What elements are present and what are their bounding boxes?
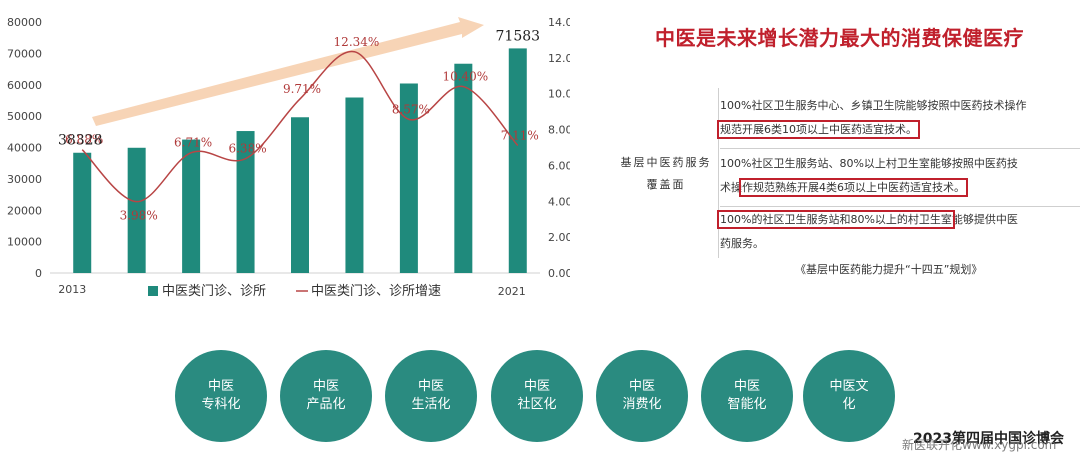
value-label-last: 71583 (496, 28, 541, 44)
y-right-tick-label: 10.00% (548, 88, 570, 101)
policy-row-1-highlight: 规范开展6类10项以上中医药适宜技术。 (717, 120, 920, 139)
policy-caption: 《基层中医药能力提升“十四五”规划》 (795, 263, 983, 276)
y-right-tick-label: 2.00% (548, 231, 570, 244)
circle-specialization: 中医 专科化 (175, 350, 267, 442)
circle-community: 中医 社区化 (491, 350, 583, 442)
rate-label: 6.38% (228, 142, 266, 156)
legend-swatch-bar (148, 286, 158, 296)
policy-row-2-highlight: 作规范熟练开展4类6项以上中医药适宜技术。 (739, 178, 968, 197)
chart-panel: 0 10000 20000 30000 40000 50000 60000 70000 8000… (0, 0, 570, 310)
policy-row-3-tail: 能够提供中医 (951, 213, 1018, 226)
circle-line1: 中医 (207, 379, 234, 394)
legend-label-bar: 中医类门诊、诊所 (162, 284, 266, 299)
policy-row-1-text: 100%社区卫生服务中心、乡镇卫生院能够按照中医药技术操作 (720, 99, 1027, 112)
bar (345, 97, 364, 273)
bar (182, 139, 201, 273)
rate-label: 6.71% (174, 136, 212, 150)
strategy-circles: 中医 专科化 中医 产品化 中医 生活化 中医 社区化 中医 消费化 中医 智能… (175, 350, 895, 442)
circle-line1: 中医 (523, 379, 550, 394)
circle-culture: 中医文 化 (803, 350, 895, 442)
y-right-tick-label: 6.00% (548, 159, 570, 172)
policy-row-3-line2: 药服务。 (720, 237, 764, 250)
circle-line2: 社区化 (517, 397, 557, 412)
policy-table: 基层中医药服务覆盖面 100%社区卫生服务中心、乡镇卫生院能够按照中医药技术操作… (620, 88, 1080, 288)
bar (236, 131, 255, 273)
row-separator (720, 206, 1080, 207)
rate-label: 6.88% (65, 133, 103, 147)
headline: 中医是未来增长潜力最大的消费保健医疗 (655, 26, 1024, 50)
policy-row-2-text: 100%社区卫生服务站、80%以上村卫生室能够按照中医药技 (720, 157, 1018, 170)
watermark: 新医联开化www.xygpl.com (902, 438, 1057, 452)
circle-line2: 产品化 (306, 397, 346, 412)
bar (291, 117, 309, 273)
rate-label: 7.11% (501, 129, 539, 143)
x-tick-label: 2013 (58, 283, 86, 296)
circle-line1: 中医 (312, 379, 339, 394)
y-right-tick-label: 14.00% (548, 16, 570, 29)
y-left-tick-label: 0 (35, 267, 42, 280)
rate-label: 9.71% (283, 82, 321, 96)
y-left-tick-label: 60000 (7, 79, 42, 92)
circle-line1: 中医 (628, 379, 655, 394)
x-tick-label: 2021 (498, 285, 526, 298)
y-right-tick-label: 0.00% (548, 267, 570, 280)
circle-line2: 智能化 (727, 397, 767, 412)
rate-label: 8.57% (392, 102, 430, 116)
table-divider (718, 88, 719, 258)
policy-row-3: 100%的社区卫生服务站和80%以上的村卫生室能够提供中医 药服务。 (717, 208, 1076, 256)
circle-line2: 生活化 (411, 397, 451, 412)
rate-label: 12.34% (334, 35, 380, 49)
y-left-tick-label: 40000 (7, 142, 42, 155)
circle-line2: 化 (842, 397, 856, 412)
y-left-tick-label: 50000 (7, 110, 42, 123)
series-line (81, 51, 519, 203)
circle-line2: 消费化 (622, 397, 662, 412)
trend-arrow (92, 17, 484, 126)
y-left-tick-label: 20000 (7, 204, 42, 217)
policy-row-2: 100%社区卫生服务站、80%以上村卫生室能够按照中医药技 术操作规范熟练开展4… (720, 152, 1076, 200)
circle-lifestyle: 中医 生活化 (385, 350, 477, 442)
policy-row-1: 100%社区卫生服务中心、乡镇卫生院能够按照中医药技术操作 规范开展6类10项以… (717, 94, 1076, 142)
circle-line1: 中医 (733, 379, 760, 394)
circle-line1: 中医文 (829, 379, 869, 394)
y-right-tick-label: 12.00% (548, 52, 570, 65)
y-left-tick-label: 70000 (7, 47, 42, 60)
circle-intelligence: 中医 智能化 (701, 350, 793, 442)
combo-chart: 0 10000 20000 30000 40000 50000 60000 70000 8000… (7, 16, 570, 299)
bar (399, 83, 418, 274)
bar (454, 63, 473, 274)
circle-line2: 专科化 (201, 397, 241, 412)
bar (127, 147, 146, 273)
y-left-tick-label: 10000 (7, 236, 42, 249)
y-right-tick-label: 4.00% (548, 195, 570, 208)
circle-line1: 中医 (417, 379, 444, 394)
rate-label: 10.40% (442, 70, 488, 84)
y-left-tick-label: 80000 (7, 16, 42, 29)
policy-row-2-tail: 术操 (720, 181, 742, 194)
y-right-tick-label: 8.00% (548, 124, 570, 137)
footer-brand: 2023第四届中国诊博会 (913, 431, 1064, 447)
circle-productization: 中医 产品化 (280, 350, 372, 442)
y-left-tick-label: 30000 (7, 173, 42, 186)
policy-side-label: 基层中医药服务覆盖面 (620, 156, 712, 191)
row-separator (720, 148, 1080, 149)
value-label-first: 38328 (58, 133, 103, 149)
policy-row-3-highlight: 100%的社区卫生服务站和80%以上的村卫生室 (717, 210, 955, 229)
legend-label-line: 中医类门诊、诊所增速 (311, 284, 441, 299)
bar (73, 152, 92, 273)
bar (508, 48, 527, 273)
circle-consumerization: 中医 消费化 (596, 350, 688, 442)
rate-label: 3.98% (120, 209, 158, 223)
